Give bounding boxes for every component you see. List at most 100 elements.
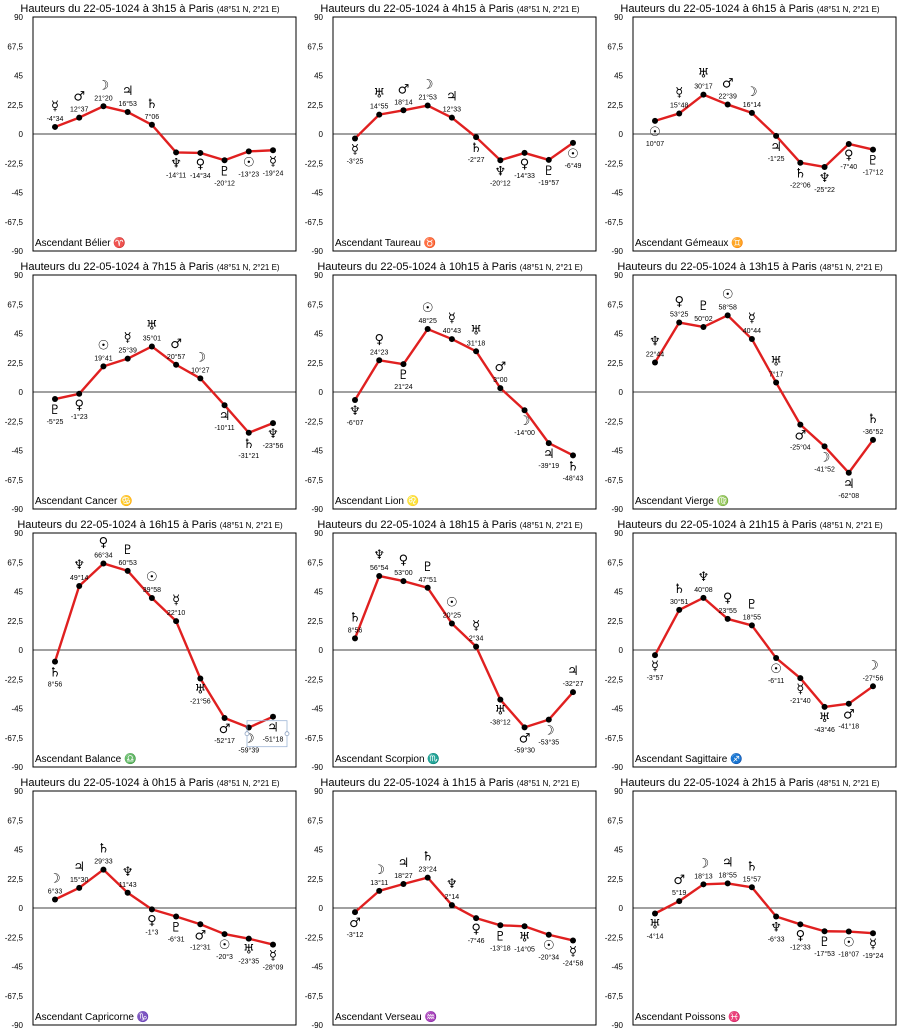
- data-point[interactable]: [173, 361, 180, 368]
- data-point[interactable]: [845, 700, 852, 707]
- data-point[interactable]: [100, 363, 107, 370]
- data-point[interactable]: [400, 881, 407, 888]
- data-point[interactable]: [724, 615, 731, 622]
- data-point[interactable]: [400, 578, 407, 585]
- data-point[interactable]: [352, 635, 358, 642]
- data-point[interactable]: [124, 355, 131, 362]
- data-point[interactable]: [148, 343, 155, 350]
- data-point[interactable]: [570, 689, 576, 696]
- data-point[interactable]: [76, 114, 83, 121]
- data-point[interactable]: [570, 452, 576, 459]
- data-point[interactable]: [773, 132, 780, 139]
- data-point[interactable]: [748, 336, 755, 343]
- data-point[interactable]: [724, 101, 731, 108]
- data-point[interactable]: [100, 866, 107, 873]
- data-point[interactable]: [676, 606, 683, 613]
- data-point[interactable]: [652, 359, 658, 366]
- data-point[interactable]: [100, 560, 107, 567]
- data-point[interactable]: [797, 159, 804, 166]
- data-point[interactable]: [521, 923, 528, 930]
- data-point[interactable]: [76, 884, 83, 891]
- data-point[interactable]: [676, 110, 683, 117]
- data-point[interactable]: [570, 937, 576, 944]
- data-point[interactable]: [545, 931, 552, 938]
- data-point[interactable]: [52, 896, 58, 903]
- data-point[interactable]: [652, 652, 658, 659]
- data-point[interactable]: [773, 379, 780, 386]
- data-point[interactable]: [270, 941, 276, 948]
- data-point[interactable]: [448, 336, 455, 343]
- data-point[interactable]: [270, 420, 276, 427]
- data-point[interactable]: [870, 683, 876, 690]
- data-point[interactable]: [773, 913, 780, 920]
- data-point[interactable]: [473, 915, 480, 922]
- data-point[interactable]: [797, 921, 804, 928]
- data-point[interactable]: [497, 157, 504, 164]
- data-point[interactable]: [473, 643, 480, 650]
- data-point[interactable]: [52, 123, 58, 130]
- data-point[interactable]: [352, 135, 358, 142]
- data-point[interactable]: [173, 149, 180, 156]
- data-point[interactable]: [724, 312, 731, 319]
- data-point[interactable]: [497, 385, 504, 392]
- data-point[interactable]: [221, 714, 228, 721]
- data-point[interactable]: [148, 121, 155, 128]
- data-point[interactable]: [748, 884, 755, 891]
- data-point[interactable]: [221, 931, 228, 938]
- data-point[interactable]: [400, 107, 407, 114]
- data-point[interactable]: [545, 440, 552, 447]
- data-point[interactable]: [773, 655, 780, 662]
- data-point[interactable]: [448, 114, 455, 121]
- data-point[interactable]: [821, 703, 828, 710]
- selection-handle[interactable]: [244, 731, 250, 737]
- data-point[interactable]: [521, 407, 528, 414]
- data-point[interactable]: [700, 881, 707, 888]
- data-point[interactable]: [197, 375, 204, 382]
- data-point[interactable]: [173, 618, 180, 625]
- data-point[interactable]: [700, 91, 707, 98]
- data-point[interactable]: [173, 913, 180, 920]
- data-point[interactable]: [545, 716, 552, 723]
- data-point[interactable]: [148, 595, 155, 602]
- data-point[interactable]: [497, 696, 504, 703]
- data-point[interactable]: [245, 148, 252, 155]
- data-point[interactable]: [197, 675, 204, 682]
- data-point[interactable]: [845, 469, 852, 476]
- data-point[interactable]: [424, 874, 431, 881]
- data-point[interactable]: [570, 139, 576, 146]
- data-point[interactable]: [100, 103, 107, 110]
- data-point[interactable]: [400, 361, 407, 368]
- selection-handle[interactable]: [284, 731, 290, 737]
- data-point[interactable]: [376, 111, 383, 118]
- data-point[interactable]: [700, 594, 707, 601]
- data-point[interactable]: [197, 149, 204, 156]
- data-point[interactable]: [845, 140, 852, 147]
- data-point[interactable]: [448, 902, 455, 909]
- data-point[interactable]: [124, 567, 131, 574]
- data-point[interactable]: [376, 357, 383, 364]
- data-point[interactable]: [676, 898, 683, 905]
- data-point[interactable]: [521, 724, 528, 731]
- data-point[interactable]: [352, 396, 358, 403]
- data-point[interactable]: [245, 935, 252, 942]
- data-point[interactable]: [124, 889, 131, 896]
- data-point[interactable]: [52, 396, 58, 403]
- data-point[interactable]: [700, 323, 707, 330]
- data-point[interactable]: [76, 583, 83, 590]
- data-point[interactable]: [545, 156, 552, 163]
- data-point[interactable]: [270, 147, 276, 154]
- data-point[interactable]: [76, 390, 83, 397]
- data-point[interactable]: [473, 134, 480, 141]
- data-point[interactable]: [124, 109, 131, 116]
- data-point[interactable]: [797, 421, 804, 428]
- data-point[interactable]: [52, 658, 58, 665]
- data-point[interactable]: [424, 326, 431, 333]
- data-point[interactable]: [148, 906, 155, 913]
- data-point[interactable]: [748, 622, 755, 629]
- data-point[interactable]: [424, 102, 431, 109]
- data-point[interactable]: [748, 109, 755, 116]
- data-point[interactable]: [376, 887, 383, 894]
- data-point[interactable]: [797, 675, 804, 682]
- data-point[interactable]: [448, 620, 455, 627]
- data-point[interactable]: [870, 930, 876, 937]
